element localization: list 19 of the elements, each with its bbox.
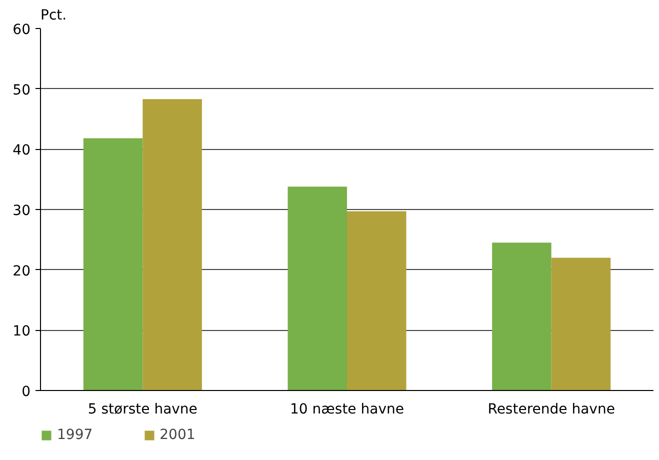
- y-tick-label: 50: [12, 82, 31, 98]
- x-tick-label: 10 næste havne: [290, 402, 404, 418]
- y-tick-label: 30: [12, 203, 31, 219]
- legend-label: 1997: [57, 427, 93, 443]
- bar: [492, 242, 552, 390]
- x-tick-label: Resterende havne: [488, 402, 615, 418]
- bar: [551, 258, 611, 390]
- bar: [83, 138, 143, 390]
- bar: [288, 186, 347, 390]
- y-tick-label: 10: [12, 324, 31, 340]
- y-tick-label: 20: [12, 263, 31, 280]
- y-tick-label: 40: [12, 142, 31, 159]
- legend-label: 2001: [160, 427, 196, 443]
- bar: [347, 211, 406, 390]
- x-tick-label: 5 største havne: [88, 402, 198, 418]
- y-axis-title: Pct.: [40, 8, 67, 24]
- bar: [142, 99, 202, 390]
- y-tick-label: 0: [22, 384, 31, 400]
- y-tick-label: 60: [12, 22, 31, 38]
